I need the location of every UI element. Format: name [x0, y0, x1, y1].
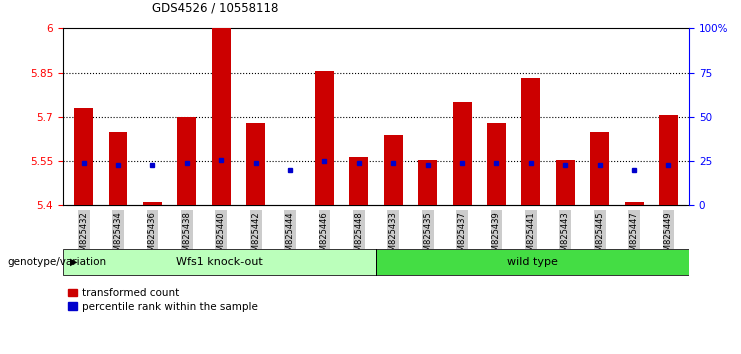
FancyBboxPatch shape: [376, 249, 689, 275]
Bar: [177, 117, 196, 205]
Bar: [246, 123, 265, 205]
Legend: transformed count, percentile rank within the sample: transformed count, percentile rank withi…: [68, 289, 258, 312]
Text: ▶: ▶: [70, 257, 78, 267]
Bar: [350, 156, 368, 205]
Bar: [143, 202, 162, 205]
Bar: [659, 115, 678, 205]
Bar: [315, 71, 334, 205]
Text: genotype/variation: genotype/variation: [7, 257, 107, 267]
Bar: [74, 108, 93, 205]
Bar: [487, 123, 506, 205]
Bar: [522, 79, 540, 205]
Bar: [453, 102, 471, 205]
FancyBboxPatch shape: [63, 249, 376, 275]
Bar: [212, 28, 230, 205]
Bar: [418, 160, 437, 205]
Bar: [109, 132, 127, 205]
Bar: [591, 132, 609, 205]
Bar: [384, 135, 402, 205]
Bar: [625, 202, 643, 205]
Text: Wfs1 knock-out: Wfs1 knock-out: [176, 257, 263, 267]
Bar: [556, 160, 575, 205]
Text: GDS4526 / 10558118: GDS4526 / 10558118: [152, 1, 279, 14]
Text: wild type: wild type: [507, 257, 558, 267]
